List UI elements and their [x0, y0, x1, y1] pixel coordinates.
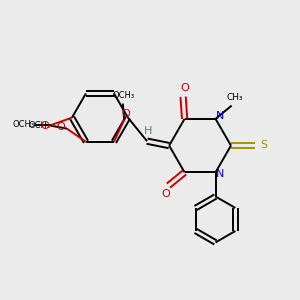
Text: O: O	[122, 110, 130, 119]
Text: O: O	[180, 83, 189, 94]
Text: S: S	[261, 140, 268, 150]
Text: OCH₃: OCH₃	[13, 121, 35, 130]
Text: N: N	[215, 111, 224, 121]
Text: OCH₃: OCH₃	[113, 91, 135, 100]
Text: O: O	[40, 121, 49, 130]
Text: O: O	[162, 189, 170, 199]
Text: N: N	[215, 169, 224, 179]
Text: OCH₃: OCH₃	[28, 121, 50, 130]
Text: O: O	[56, 122, 65, 132]
Text: CH₃: CH₃	[227, 93, 244, 102]
Text: H: H	[144, 126, 153, 136]
